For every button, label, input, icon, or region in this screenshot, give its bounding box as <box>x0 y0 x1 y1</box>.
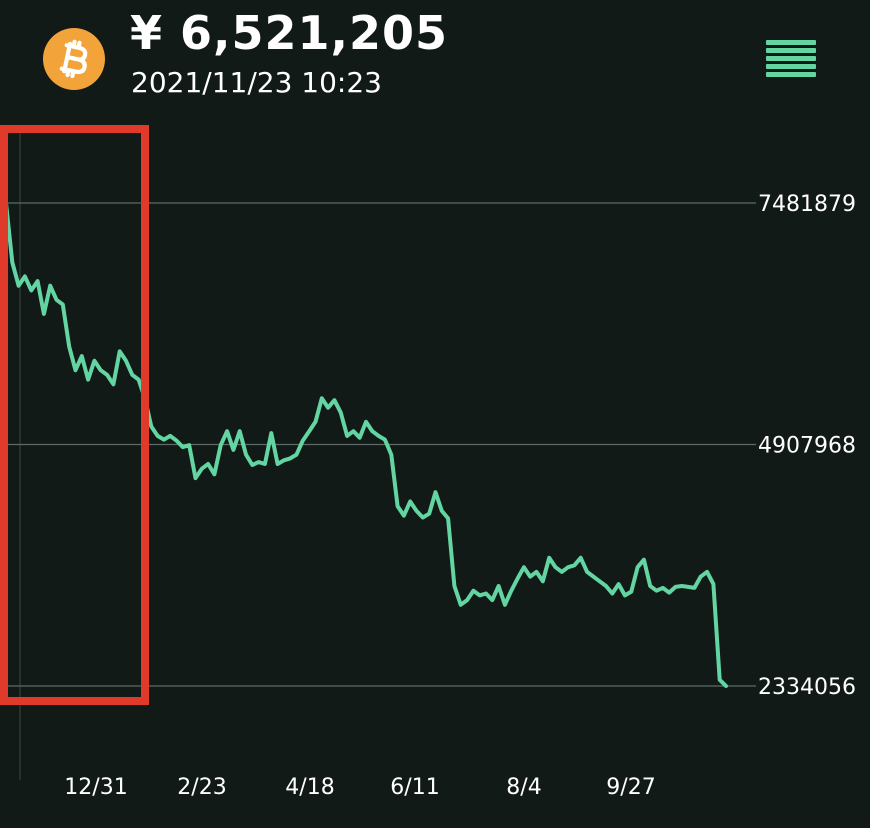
hamburger-menu-icon[interactable] <box>766 40 816 84</box>
y-axis-label: 7481879 <box>758 192 856 217</box>
bitcoin-icon-glyph <box>59 39 88 79</box>
menu-bar <box>766 40 816 45</box>
y-axis-label: 2334056 <box>758 675 856 700</box>
x-axis-label: 4/18 <box>285 775 334 800</box>
highlight-box <box>0 125 149 705</box>
menu-bar <box>766 64 816 69</box>
x-axis-label: 9/27 <box>606 775 655 800</box>
price-timestamp: 2021/11/23 10:23 <box>131 66 382 99</box>
x-axis-label: 2/23 <box>177 775 226 800</box>
x-axis-label: 12/31 <box>64 775 127 800</box>
menu-bar <box>766 56 816 61</box>
current-price: ¥ 6,521,205 <box>130 6 449 60</box>
x-axis-label: 6/11 <box>390 775 439 800</box>
x-axis-label: 8/4 <box>506 775 541 800</box>
y-axis-label: 4907968 <box>758 433 856 458</box>
menu-bar <box>766 72 816 77</box>
price-series-line <box>4 201 728 688</box>
bitcoin-icon <box>43 28 105 90</box>
menu-bar <box>766 48 816 53</box>
